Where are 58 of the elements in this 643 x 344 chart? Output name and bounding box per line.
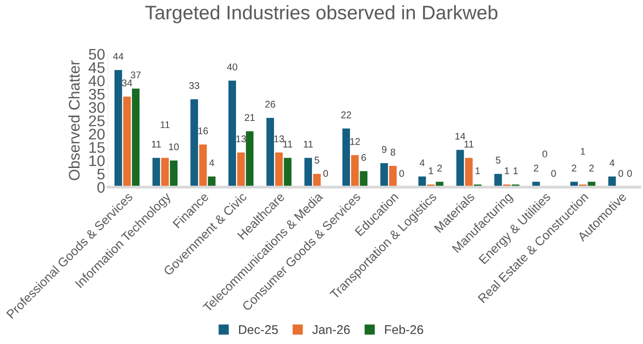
data-label: 1: [504, 167, 510, 174]
data-label: 44: [113, 52, 124, 60]
legend-label: Dec-25: [239, 325, 278, 334]
data-label: 0: [323, 170, 328, 177]
y-tick-label: 30: [88, 102, 105, 113]
legend-label: Feb-26: [385, 324, 424, 334]
data-label: 9: [382, 146, 386, 153]
data-label: 1: [580, 148, 586, 155]
data-label: 1: [476, 167, 480, 174]
data-label: 22: [341, 111, 352, 118]
data-label: 12: [350, 138, 360, 145]
data-label: 0: [551, 170, 556, 177]
y-tick-label: 45: [88, 62, 105, 74]
y-axis-title: Observed Chatter: [68, 60, 80, 180]
y-tick-label: 10: [89, 155, 105, 166]
data-label: 34: [122, 79, 132, 86]
data-label: 21: [244, 114, 255, 121]
data-label: 1: [428, 167, 434, 174]
y-tick-label: 25: [89, 115, 105, 126]
data-label: 4: [610, 159, 614, 166]
y-tick-label: 15: [89, 142, 105, 153]
y-tick-label: 50: [88, 48, 105, 60]
data-label: 13: [236, 135, 246, 142]
data-label: 2: [534, 164, 538, 172]
data-label: 13: [274, 135, 284, 142]
y-tick-label: 0: [97, 182, 105, 193]
data-label: 5: [314, 156, 320, 164]
data-label: 4: [209, 159, 214, 166]
data-label: 26: [265, 100, 276, 108]
data-label: 40: [227, 63, 238, 70]
data-label: 11: [160, 121, 170, 128]
data-label: 33: [189, 82, 200, 90]
chart-title: Targeted Industries observed in Darkweb: [145, 5, 498, 24]
y-tick-label: 20: [89, 128, 105, 140]
data-label: 0: [542, 150, 548, 158]
legend-label: Jan-26: [312, 325, 350, 334]
data-label: 4: [420, 159, 425, 166]
data-label: 2: [589, 164, 594, 172]
data-label: 11: [464, 140, 474, 148]
data-label: 16: [198, 127, 208, 134]
data-label: 0: [399, 170, 404, 177]
data-label: 10: [169, 143, 179, 150]
data-label: 11: [304, 140, 313, 148]
data-label: 14: [455, 132, 466, 140]
data-label: 2: [572, 164, 576, 172]
y-tick-label: 35: [88, 88, 105, 100]
y-tick-label: 40: [88, 76, 105, 86]
data-label: 11: [152, 140, 161, 148]
y-tick-label: 5: [97, 168, 105, 180]
data-label: 6: [361, 154, 366, 161]
data-label: 8: [390, 148, 396, 156]
data-label: 2: [437, 164, 442, 172]
data-label: 0: [618, 170, 624, 177]
data-label: 5: [496, 156, 500, 164]
data-label: 1: [514, 167, 518, 174]
data-label: 0: [627, 170, 632, 177]
data-label: 37: [130, 71, 141, 78]
data-label: 11: [283, 140, 292, 148]
